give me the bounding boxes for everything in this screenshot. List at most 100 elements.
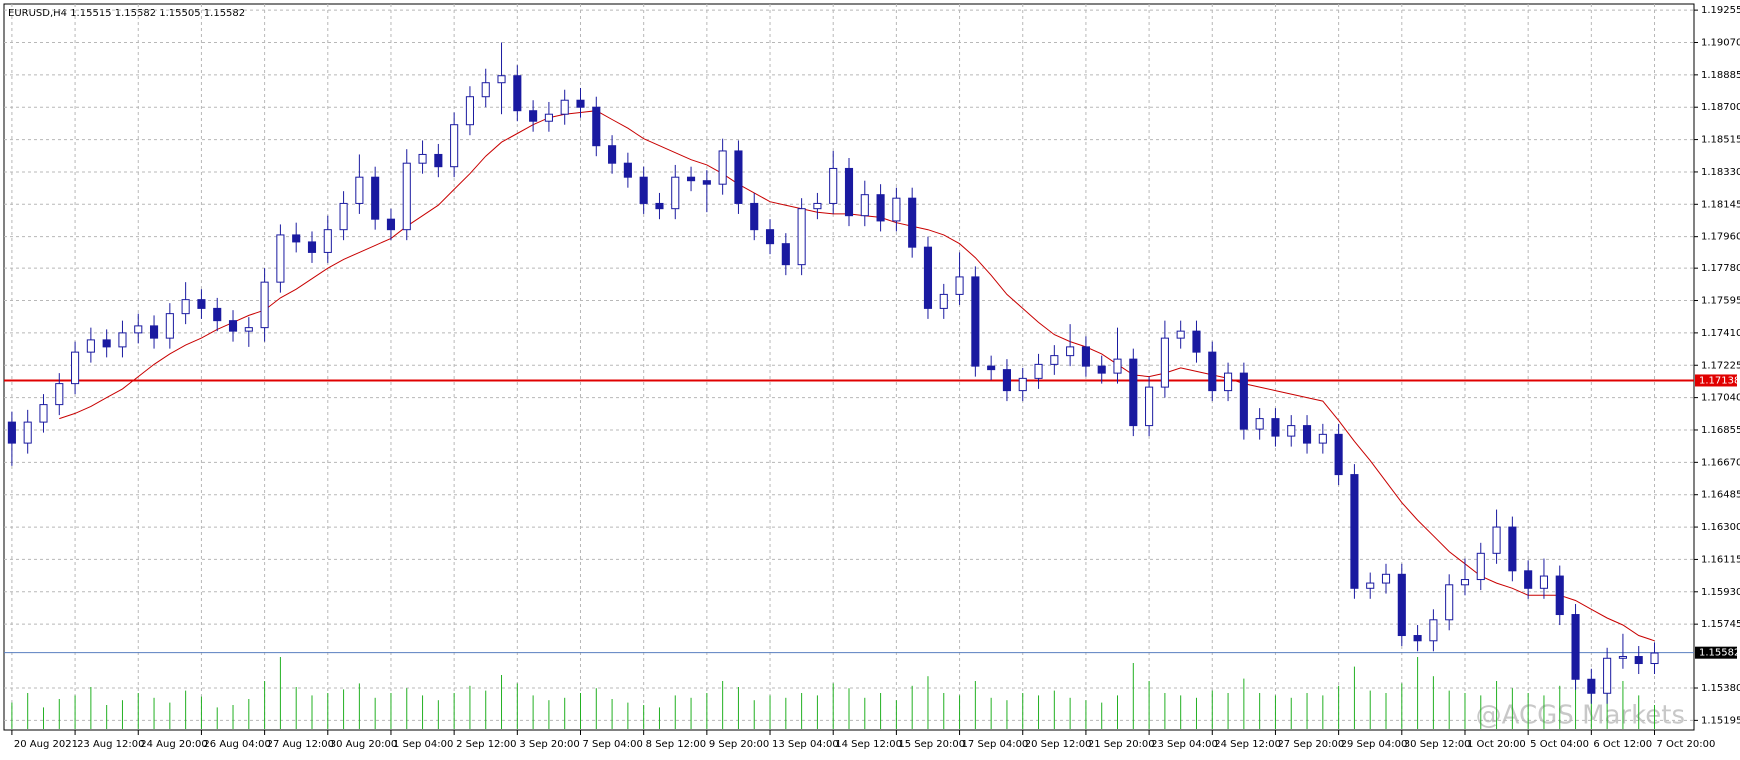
candle-body (118, 332, 127, 348)
level-label-box (1695, 374, 1737, 387)
candle-body (687, 176, 696, 182)
x-tick-label: 27 Sep 20:00 (1277, 739, 1344, 750)
candle-body (623, 162, 632, 178)
candle-body (1302, 425, 1312, 444)
candle-body (592, 106, 601, 147)
candle-body (608, 145, 617, 164)
candle-body (1145, 386, 1154, 427)
candle-body (908, 197, 917, 248)
candle-body (655, 202, 664, 210)
x-tick-label: 7 Sep 04:00 (582, 739, 642, 750)
y-tick-label: 1.15195 (1701, 715, 1740, 726)
x-tick-label: 26 Aug 04:00 (203, 739, 270, 750)
candle-body (829, 167, 838, 204)
y-tick-label: 1.16855 (1701, 425, 1740, 436)
candle-body (1192, 330, 1201, 353)
candle-body (750, 202, 759, 231)
candle-body (923, 246, 933, 309)
x-tick-label: 8 Sep 12:00 (646, 739, 706, 750)
x-tick-label: 9 Sep 20:00 (709, 739, 769, 750)
candle-body (1618, 656, 1627, 659)
candle-body (1160, 337, 1169, 388)
candle-body (1050, 355, 1059, 365)
candle-body (1366, 582, 1375, 589)
candle-body (1650, 652, 1659, 665)
y-tick-label: 1.19255 (1701, 5, 1740, 16)
candle-body (402, 162, 411, 231)
x-tick-label: 5 Oct 04:00 (1530, 739, 1589, 750)
candle-body (386, 218, 396, 231)
x-tick-label: 14 Sep 12:00 (835, 739, 902, 750)
y-tick-label: 1.17225 (1701, 360, 1740, 371)
candle-body (987, 365, 996, 371)
candle-body (876, 194, 885, 222)
x-tick-label: 30 Sep 12:00 (1404, 739, 1471, 750)
candle-body (1603, 657, 1612, 694)
candle-body (323, 229, 332, 253)
x-tick-label: 20 Sep 12:00 (1025, 739, 1092, 750)
y-tick-label: 1.16670 (1701, 457, 1740, 468)
candle-body (1381, 573, 1391, 584)
y-tick-label: 1.19070 (1701, 37, 1740, 48)
candle-body (1445, 584, 1454, 621)
candle-body (481, 82, 490, 98)
candle-body (955, 276, 964, 295)
candle-body (939, 293, 948, 309)
candle-body (813, 202, 822, 210)
y-tick-label: 1.17595 (1701, 296, 1740, 307)
x-tick-label: 2 Sep 12:00 (456, 739, 516, 750)
y-tick-label: 1.18330 (1701, 167, 1740, 178)
y-tick-label: 1.18145 (1701, 199, 1740, 210)
x-tick-label: 7 Oct 20:00 (1657, 739, 1716, 750)
x-tick-label: 17 Sep 04:00 (962, 739, 1029, 750)
candle-body (244, 327, 253, 332)
candle-body (1129, 358, 1138, 427)
candle-body (1239, 372, 1248, 430)
candle-body (39, 404, 48, 423)
candle-body (1034, 363, 1043, 379)
x-tick-label: 13 Sep 04:00 (772, 739, 839, 750)
candle-body (639, 176, 648, 204)
candle-body (1334, 433, 1343, 476)
candle-body (1271, 418, 1280, 437)
y-tick-label: 1.18885 (1701, 70, 1740, 81)
x-tick-label: 30 Aug 20:00 (330, 739, 397, 750)
candle-body (1350, 474, 1359, 589)
candle-body (1571, 614, 1580, 680)
candle-body (1508, 526, 1517, 572)
x-tick-label: 29 Sep 04:00 (1341, 739, 1408, 750)
candle-body (1429, 619, 1438, 642)
x-tick-label: 23 Aug 12:00 (77, 739, 144, 750)
candle-body (1255, 418, 1264, 430)
last_price-label-box (1695, 646, 1737, 659)
candle-body (465, 96, 474, 126)
candle-body (339, 202, 348, 231)
candle-body (434, 153, 443, 168)
candle-body (1081, 346, 1090, 367)
y-tick-label: 1.18700 (1701, 102, 1740, 113)
candle-body (1397, 573, 1406, 637)
candle-body (213, 307, 222, 322)
candle-body (292, 234, 301, 243)
x-tick-label: 6 Oct 12:00 (1593, 739, 1652, 750)
y-tick-label: 1.17960 (1701, 232, 1740, 243)
candle-body (529, 110, 538, 122)
chart-title: EURUSD,H4 1.15515 1.15582 1.15505 1.1558… (8, 8, 245, 19)
candle-body (1224, 372, 1233, 392)
candle-body (1634, 656, 1643, 665)
candle-body (1318, 433, 1327, 444)
x-tick-label: 1 Sep 04:00 (393, 739, 453, 750)
y-tick-label: 1.15745 (1701, 619, 1740, 630)
y-tick-label: 1.16300 (1701, 522, 1740, 533)
x-tick-label: 27 Aug 12:00 (267, 739, 334, 750)
level-label: 1.17138 (1699, 375, 1740, 386)
y-tick-label: 1.16485 (1701, 490, 1740, 501)
moving-average (59, 110, 1655, 642)
candle-body (197, 299, 206, 309)
candle-body (860, 194, 869, 217)
candle-body (1018, 377, 1027, 392)
candle-body (513, 75, 522, 112)
candle-body (718, 150, 727, 185)
candle-body (781, 243, 790, 266)
